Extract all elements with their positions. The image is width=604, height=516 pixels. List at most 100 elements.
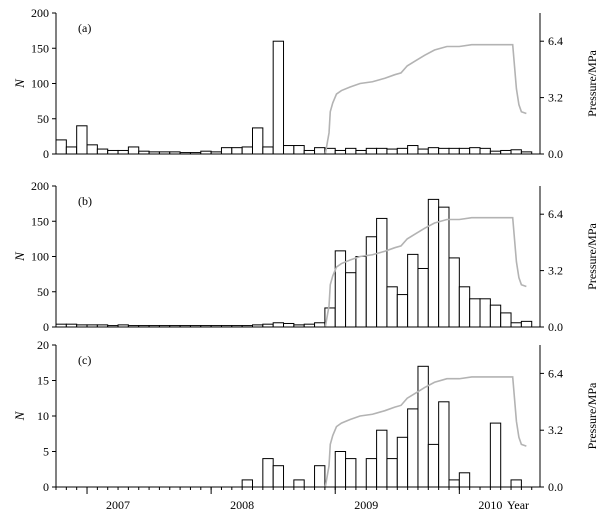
y2-tick-label: 3.2 (548, 423, 563, 437)
bar (386, 286, 398, 328)
y2-tick-label: 6.4 (548, 34, 563, 48)
bar (345, 272, 357, 328)
bar (469, 147, 481, 155)
bar (479, 147, 491, 155)
panel-1: 0 50 100 150 200 0.0 3.2 6.4 (a) N Pressure/MPa (12, 6, 599, 161)
bar (458, 147, 471, 155)
y-tick-label: 200 (31, 179, 49, 193)
bar (448, 147, 460, 155)
bar (407, 253, 419, 328)
bar (252, 127, 264, 155)
bar (510, 322, 522, 328)
bar (448, 257, 460, 328)
y2-tick-label: 6.4 (548, 366, 563, 380)
bar (355, 149, 367, 155)
bar (427, 147, 440, 155)
bar (293, 145, 305, 155)
bar (241, 479, 253, 488)
bar (272, 322, 285, 328)
bar (396, 147, 409, 155)
y-axis-label: N (12, 251, 27, 262)
bar (500, 149, 512, 155)
y-tick-label: 50 (37, 112, 49, 126)
pressure-line (324, 216, 527, 328)
y2-tick-label: 3.2 (548, 264, 563, 278)
y-axis-label: N (12, 410, 27, 421)
bar (345, 458, 357, 488)
bar (283, 322, 295, 328)
y-tick-label: 20 (37, 338, 49, 352)
x-tick-label: 2010 (478, 498, 502, 512)
bar (427, 198, 440, 328)
y2-axis-label: Pressure/MPa (585, 50, 599, 117)
y2-tick-label: 6.4 (548, 207, 563, 221)
y-tick-label: 100 (31, 250, 49, 264)
bar (520, 320, 533, 328)
bar (500, 312, 512, 328)
y2-axis-label: Pressure/MPa (585, 223, 599, 290)
bar (448, 479, 460, 488)
bar (293, 479, 305, 488)
bar (86, 144, 98, 155)
x-axis-label: Year (507, 498, 529, 512)
y2-tick-label: 0.0 (548, 480, 563, 494)
bar (376, 429, 388, 488)
bar (376, 147, 388, 155)
y-tick-label: 5 (43, 445, 49, 459)
y-tick-label: 150 (31, 41, 49, 55)
panel-3: 0 5 10 15 20 0.0 3.2 6.4 (c) N Pressure/MPa (12, 338, 599, 494)
bar (314, 322, 326, 328)
bar (386, 148, 398, 155)
bar (407, 408, 419, 488)
y-tick-label: 150 (31, 214, 49, 228)
bar (314, 147, 326, 155)
bar (458, 286, 471, 328)
x-tick-label: 2009 (354, 498, 378, 512)
y-axis-label: N (12, 78, 27, 89)
bar (231, 147, 243, 155)
bar (262, 458, 274, 488)
bar (469, 298, 481, 328)
bar (510, 479, 522, 488)
y-tick-label: 0 (43, 480, 49, 494)
y-tick-label: 200 (31, 6, 49, 20)
bar (303, 149, 316, 155)
bar (272, 40, 285, 155)
pressure-line (324, 43, 527, 155)
bar (334, 451, 347, 488)
x-tick-label: 2008 (230, 498, 254, 512)
bar (345, 147, 357, 155)
y-tick-label: 100 (31, 77, 49, 91)
y-tick-label: 0 (43, 147, 49, 161)
y-tick-label: 50 (37, 285, 49, 299)
bar (407, 145, 419, 155)
y2-tick-label: 0.0 (548, 320, 563, 334)
bar (365, 147, 378, 155)
y2-tick-label: 0.0 (548, 147, 563, 161)
bar (489, 304, 502, 328)
bar (396, 294, 409, 328)
bar (272, 465, 285, 488)
bar (438, 206, 450, 328)
bar (365, 236, 378, 328)
x-tick-label: 2007 (106, 498, 130, 512)
bar (510, 149, 522, 155)
bar (334, 149, 347, 155)
bar (241, 146, 253, 155)
bar (127, 146, 140, 155)
panel-label: (a) (78, 21, 91, 35)
bar (355, 256, 367, 328)
bar (417, 365, 429, 488)
pressure-line (324, 376, 527, 488)
bar (96, 148, 109, 155)
bar (376, 217, 388, 328)
bar (107, 149, 119, 155)
bar (396, 436, 409, 488)
bar (458, 472, 471, 488)
bar (65, 146, 78, 155)
panel-2: 0 50 100 150 200 0.0 3.2 6.4 (b) N Pressure/MPa (12, 179, 599, 334)
y2-tick-label: 3.2 (548, 91, 563, 105)
y-tick-label: 15 (37, 374, 49, 388)
bar (438, 401, 450, 488)
